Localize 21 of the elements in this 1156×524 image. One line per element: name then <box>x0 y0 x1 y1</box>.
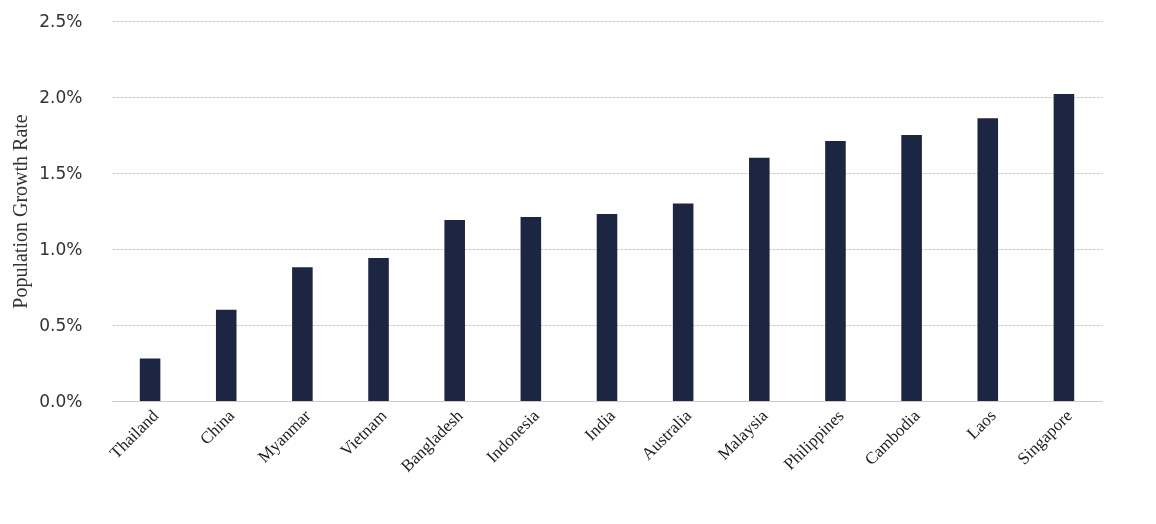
y-tick-label: 2.0% <box>39 86 83 107</box>
bar <box>596 214 618 401</box>
bar <box>901 135 922 401</box>
bar <box>672 203 694 401</box>
y-tick-label: 1.5% <box>39 162 83 183</box>
bar <box>215 309 237 401</box>
bar <box>1053 93 1075 401</box>
y-axis-title: Population Growth Rate <box>9 114 33 309</box>
bar <box>825 141 846 401</box>
y-tick-label: 0.0% <box>39 390 83 411</box>
bar <box>520 217 542 401</box>
bar <box>977 118 999 401</box>
x-tick-label: Laos <box>962 406 1000 443</box>
bar <box>444 220 465 401</box>
bar <box>749 157 770 401</box>
y-tick-label: 0.5% <box>39 314 83 335</box>
bar <box>368 258 389 401</box>
bar <box>292 267 313 401</box>
y-tick-label: 1.0% <box>39 238 83 259</box>
y-tick-label: 2.5% <box>39 10 83 31</box>
bar <box>139 358 161 401</box>
